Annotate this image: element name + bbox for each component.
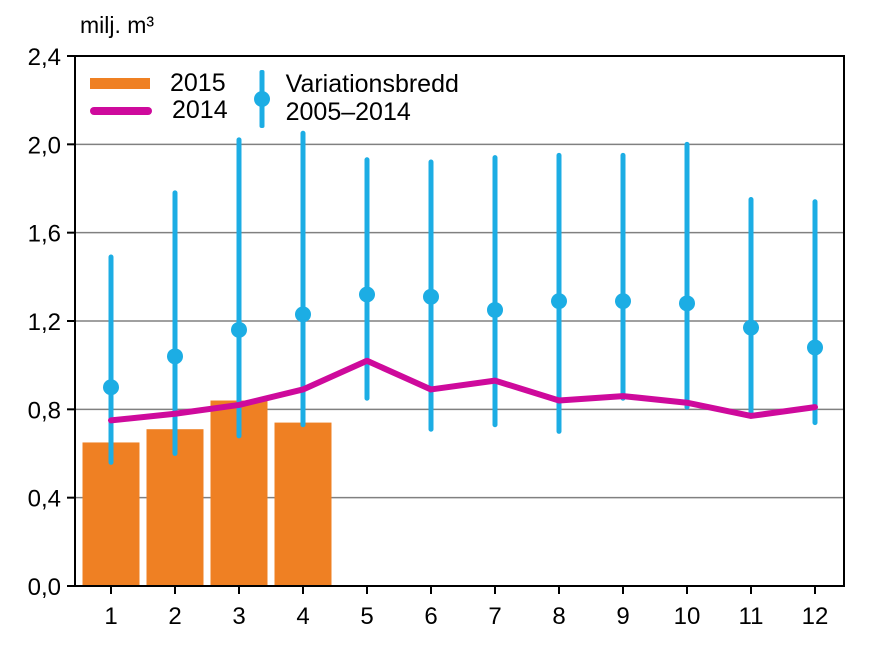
y-axis-unit-label: milj. m³ [80, 12, 155, 38]
line-2014 [108, 357, 818, 424]
y-tick-label: 1,2 [28, 309, 61, 336]
errorbar-mean-dot-month-2 [167, 348, 183, 365]
errorbar-mean-dot-month-11 [743, 319, 759, 336]
legend-2015-bar-swatch [90, 78, 150, 89]
legend-variation-label-line2: 2005–2014 [285, 98, 411, 126]
x-tick-label: 11 [739, 603, 764, 630]
legend: 2015 2014 Variationsbredd 2005–2014 [90, 69, 459, 128]
errorbar-mean-dot-month-5 [359, 286, 375, 303]
errorbar-mean-dot-month-12 [807, 339, 823, 356]
errorbar-mean-dot-month-3 [231, 321, 247, 338]
errorbar-mean-dot-month-7 [487, 301, 503, 318]
legend-item-2014: 2014 [90, 96, 228, 124]
legend-series-column: 2015 2014 [90, 69, 228, 124]
bar-2015-month-4 [274, 422, 332, 586]
y-tick-label: 0,4 [28, 486, 61, 513]
legend-variation-label: Variationsbredd 2005–2014 [286, 70, 459, 126]
bar-2015-month-1 [82, 442, 140, 586]
x-tick-label: 10 [674, 603, 701, 630]
legend-2014-label: 2014 [172, 96, 228, 124]
y-tick-label: 1,6 [28, 221, 61, 248]
x-tick-label: 2 [168, 603, 181, 630]
legend-errorbar-icon [253, 70, 270, 128]
x-tick-label: 4 [296, 603, 309, 630]
y-tick-label: 2,4 [28, 44, 61, 71]
errorbar-mean-dot-month-4 [295, 306, 311, 323]
errorbars-variation [103, 130, 823, 465]
axis-ticks [67, 55, 816, 594]
errorbar-mean-dot-month-6 [423, 288, 439, 305]
errorbar-mean-dot-month-8 [551, 293, 567, 310]
errorbar-mean-dot-month-10 [679, 295, 695, 312]
x-tick-label: 3 [232, 603, 245, 630]
x-tick-label: 7 [488, 603, 501, 630]
axis-labels: 0,00,40,81,21,62,02,41 2 3 4 5 6 7 8 9 10 11 12 [28, 44, 829, 630]
x-tick-label: 1 [104, 603, 117, 630]
bars-2015 [82, 400, 332, 586]
y-tick-label: 0,8 [28, 397, 61, 424]
legend-errorbar-dot [253, 91, 270, 107]
x-tick-label: 12 [802, 603, 829, 630]
x-tick-label: 8 [552, 603, 565, 630]
errorbar-mean-dot-month-1 [103, 379, 119, 396]
x-tick-label: 5 [360, 603, 373, 630]
y-tick-label: 0,0 [28, 574, 61, 601]
legend-item-variation: Variationsbredd 2005–2014 [253, 70, 459, 128]
legend-2015-label: 2015 [170, 69, 226, 97]
errorbar-mean-dot-month-9 [615, 293, 631, 310]
legend-variation-label-line1: Variationsbredd [285, 70, 459, 98]
line-2014-group [108, 357, 818, 424]
legend-2014-line-swatch [90, 106, 152, 115]
legend-item-2015: 2015 [90, 69, 228, 97]
y-tick-label: 2,0 [28, 132, 61, 159]
x-tick-label: 6 [424, 603, 437, 630]
x-tick-label: 9 [616, 603, 629, 630]
